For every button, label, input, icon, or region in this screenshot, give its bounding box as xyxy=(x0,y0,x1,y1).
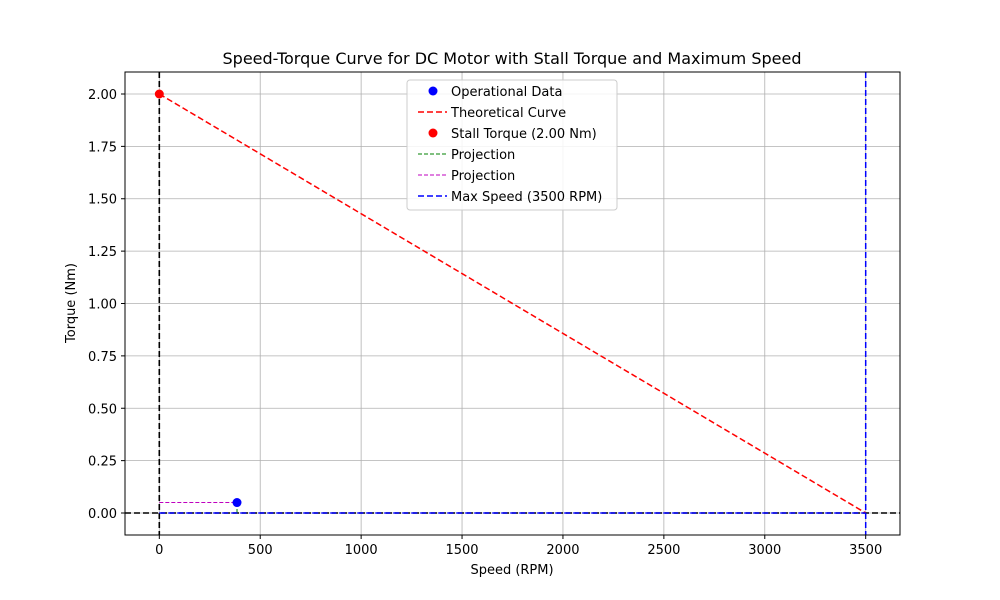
legend-label: Stall Torque (2.00 Nm) xyxy=(451,127,597,142)
legend-label: Projection xyxy=(451,148,515,163)
x-tick-label: 2500 xyxy=(647,543,680,558)
y-tick-label: 1.00 xyxy=(88,298,117,313)
x-tick-label: 1000 xyxy=(345,543,378,558)
y-tick-label: 0.00 xyxy=(88,507,117,522)
x-tick-label: 3500 xyxy=(849,543,882,558)
y-axis-label: Torque (Nm) xyxy=(64,263,79,344)
legend-label: Max Speed (3500 RPM) xyxy=(451,190,602,205)
y-tick-label: 0.25 xyxy=(88,455,117,470)
legend-label: Theoretical Curve xyxy=(450,106,566,121)
scatter-point-0 xyxy=(232,498,242,508)
x-tick-label: 1500 xyxy=(445,543,478,558)
x-axis-label: Speed (RPM) xyxy=(470,563,553,578)
legend-box xyxy=(406,79,618,211)
y-tick-label: 1.25 xyxy=(88,245,117,260)
x-tick-label: 0 xyxy=(155,543,163,558)
y-tick-label: 0.50 xyxy=(88,402,117,417)
chart-title: Speed-Torque Curve for DC Motor with Sta… xyxy=(223,49,802,68)
x-axis-ticks: 0 500 1000 1500 2000 2500 3000 3500 xyxy=(155,535,882,558)
y-tick-label: 1.50 xyxy=(88,193,117,208)
x-tick-label: 500 xyxy=(248,543,273,558)
y-tick-label: 0.75 xyxy=(88,350,117,365)
x-tick-label: 2000 xyxy=(546,543,579,558)
y-axis-ticks: 0.00 0.25 0.50 0.75 1.00 1.25 1.50 1.75 2.00 xyxy=(88,88,125,522)
y-tick-label: 2.00 xyxy=(88,88,117,103)
x-tick-label: 3000 xyxy=(748,543,781,558)
y-tick-label: 1.75 xyxy=(88,140,117,155)
series-layer xyxy=(154,72,867,535)
legend-label: Projection xyxy=(451,169,515,184)
legend-label: Operational Data xyxy=(451,85,562,100)
legend-marker xyxy=(428,86,438,96)
legend: Operational Data Theoretical Curve Stall T… xyxy=(406,79,618,211)
legend-marker xyxy=(428,128,438,138)
scatter-point-2 xyxy=(154,89,164,99)
series-line-1 xyxy=(158,93,867,514)
